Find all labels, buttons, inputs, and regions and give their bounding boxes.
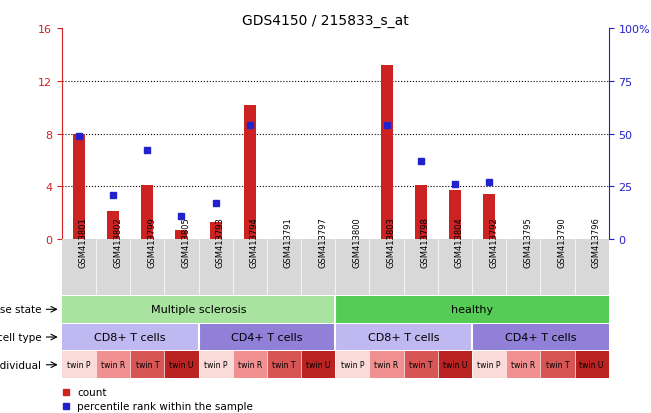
FancyBboxPatch shape xyxy=(404,240,437,295)
Text: twin U: twin U xyxy=(306,361,330,369)
Text: GSM413801: GSM413801 xyxy=(79,217,88,268)
Text: twin R: twin R xyxy=(511,361,535,369)
Bar xyxy=(449,191,461,240)
Bar xyxy=(335,296,609,323)
Text: twin U: twin U xyxy=(579,361,603,369)
Text: GSM413799: GSM413799 xyxy=(147,217,156,268)
Bar xyxy=(415,185,426,240)
FancyBboxPatch shape xyxy=(335,240,370,295)
Bar xyxy=(381,66,393,240)
Text: percentile rank within the sample: percentile rank within the sample xyxy=(77,401,253,411)
Text: GSM413792: GSM413792 xyxy=(489,217,498,268)
Bar xyxy=(301,351,335,378)
FancyBboxPatch shape xyxy=(575,240,609,295)
Text: twin T: twin T xyxy=(272,361,296,369)
Bar xyxy=(199,324,335,351)
Bar xyxy=(73,134,85,240)
Bar xyxy=(107,212,119,240)
Bar xyxy=(267,351,301,378)
Text: CD8+ T cells: CD8+ T cells xyxy=(368,332,439,342)
Bar xyxy=(575,351,609,378)
Text: twin T: twin T xyxy=(135,361,159,369)
Text: twin R: twin R xyxy=(238,361,262,369)
Text: GSM413804: GSM413804 xyxy=(455,217,464,268)
Text: twin P: twin P xyxy=(204,361,227,369)
Text: GSM413796: GSM413796 xyxy=(592,217,601,268)
FancyBboxPatch shape xyxy=(96,240,130,295)
Text: twin U: twin U xyxy=(443,361,467,369)
Bar xyxy=(335,324,472,351)
Bar xyxy=(164,351,199,378)
Bar xyxy=(62,351,96,378)
Bar xyxy=(483,195,495,240)
Text: cell type: cell type xyxy=(0,332,41,342)
FancyBboxPatch shape xyxy=(506,240,540,295)
Text: twin R: twin R xyxy=(374,361,398,369)
Text: CD4+ T cells: CD4+ T cells xyxy=(505,332,576,342)
Text: GSM413802: GSM413802 xyxy=(113,217,122,268)
Text: Multiple sclerosis: Multiple sclerosis xyxy=(151,304,246,315)
FancyBboxPatch shape xyxy=(130,240,164,295)
Text: twin P: twin P xyxy=(340,361,364,369)
Bar xyxy=(437,351,472,378)
Text: individual: individual xyxy=(0,360,41,370)
FancyBboxPatch shape xyxy=(233,240,267,295)
Text: twin P: twin P xyxy=(67,361,90,369)
FancyBboxPatch shape xyxy=(472,240,506,295)
Text: healthy: healthy xyxy=(451,304,493,315)
FancyBboxPatch shape xyxy=(370,240,404,295)
FancyBboxPatch shape xyxy=(301,240,335,295)
Bar xyxy=(404,351,437,378)
Text: GSM413795: GSM413795 xyxy=(523,217,533,268)
Bar xyxy=(540,351,575,378)
Text: count: count xyxy=(77,387,107,397)
Bar xyxy=(96,351,130,378)
Bar xyxy=(130,351,164,378)
Text: disease state: disease state xyxy=(0,304,41,315)
Bar xyxy=(506,351,540,378)
Text: CD4+ T cells: CD4+ T cells xyxy=(231,332,303,342)
Text: twin T: twin T xyxy=(546,361,569,369)
Text: GSM413797: GSM413797 xyxy=(318,217,327,268)
Bar xyxy=(62,324,199,351)
FancyBboxPatch shape xyxy=(267,240,301,295)
Text: twin U: twin U xyxy=(169,361,193,369)
Bar xyxy=(233,351,267,378)
Bar xyxy=(472,324,609,351)
FancyBboxPatch shape xyxy=(199,240,233,295)
FancyBboxPatch shape xyxy=(437,240,472,295)
Text: GSM413800: GSM413800 xyxy=(352,217,361,268)
Bar xyxy=(199,351,233,378)
FancyBboxPatch shape xyxy=(164,240,199,295)
Bar xyxy=(62,296,335,323)
Text: twin P: twin P xyxy=(477,361,501,369)
Text: GSM413791: GSM413791 xyxy=(284,217,293,268)
Text: GDS4150 / 215833_s_at: GDS4150 / 215833_s_at xyxy=(242,14,409,28)
Text: GSM413794: GSM413794 xyxy=(250,217,259,268)
Text: GSM413793: GSM413793 xyxy=(215,217,225,268)
Bar xyxy=(244,105,256,240)
FancyBboxPatch shape xyxy=(540,240,575,295)
Text: GSM413790: GSM413790 xyxy=(557,217,566,268)
Bar xyxy=(210,223,221,240)
Text: GSM413805: GSM413805 xyxy=(182,217,191,268)
Text: GSM413798: GSM413798 xyxy=(421,217,430,268)
Bar xyxy=(472,351,506,378)
Bar xyxy=(141,185,153,240)
Text: twin T: twin T xyxy=(409,361,432,369)
Bar xyxy=(335,351,370,378)
Text: CD8+ T cells: CD8+ T cells xyxy=(94,332,166,342)
Bar xyxy=(370,351,404,378)
Bar xyxy=(176,230,187,240)
Text: twin R: twin R xyxy=(101,361,125,369)
FancyBboxPatch shape xyxy=(62,240,96,295)
Text: GSM413803: GSM413803 xyxy=(387,217,396,268)
